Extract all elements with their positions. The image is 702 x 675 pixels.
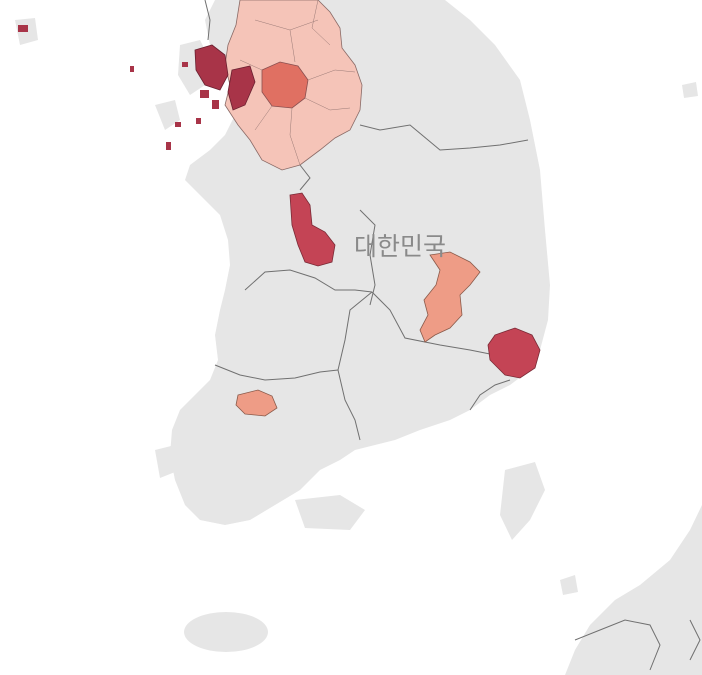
region-chungcheong[interactable] bbox=[289, 192, 336, 267]
island-west-2 bbox=[155, 100, 180, 130]
district-lines bbox=[239, 0, 356, 166]
region-incheon-2[interactable] bbox=[227, 65, 256, 111]
country-label: 대한민국 bbox=[354, 232, 446, 261]
region-ulsan[interactable] bbox=[487, 327, 541, 379]
jeju-island bbox=[184, 612, 268, 652]
incheon-islands bbox=[18, 25, 219, 150]
region-daegu[interactable] bbox=[419, 251, 481, 343]
region-incheon[interactable] bbox=[194, 44, 229, 91]
island-south-2 bbox=[295, 495, 365, 530]
japan-islet bbox=[682, 82, 698, 98]
province-borders bbox=[204, 0, 701, 671]
japan-kyushu bbox=[565, 505, 702, 675]
japan-island bbox=[560, 575, 578, 595]
island-south-1 bbox=[155, 445, 180, 478]
region-gwangju[interactable] bbox=[235, 389, 278, 417]
island-geoje bbox=[500, 462, 545, 540]
